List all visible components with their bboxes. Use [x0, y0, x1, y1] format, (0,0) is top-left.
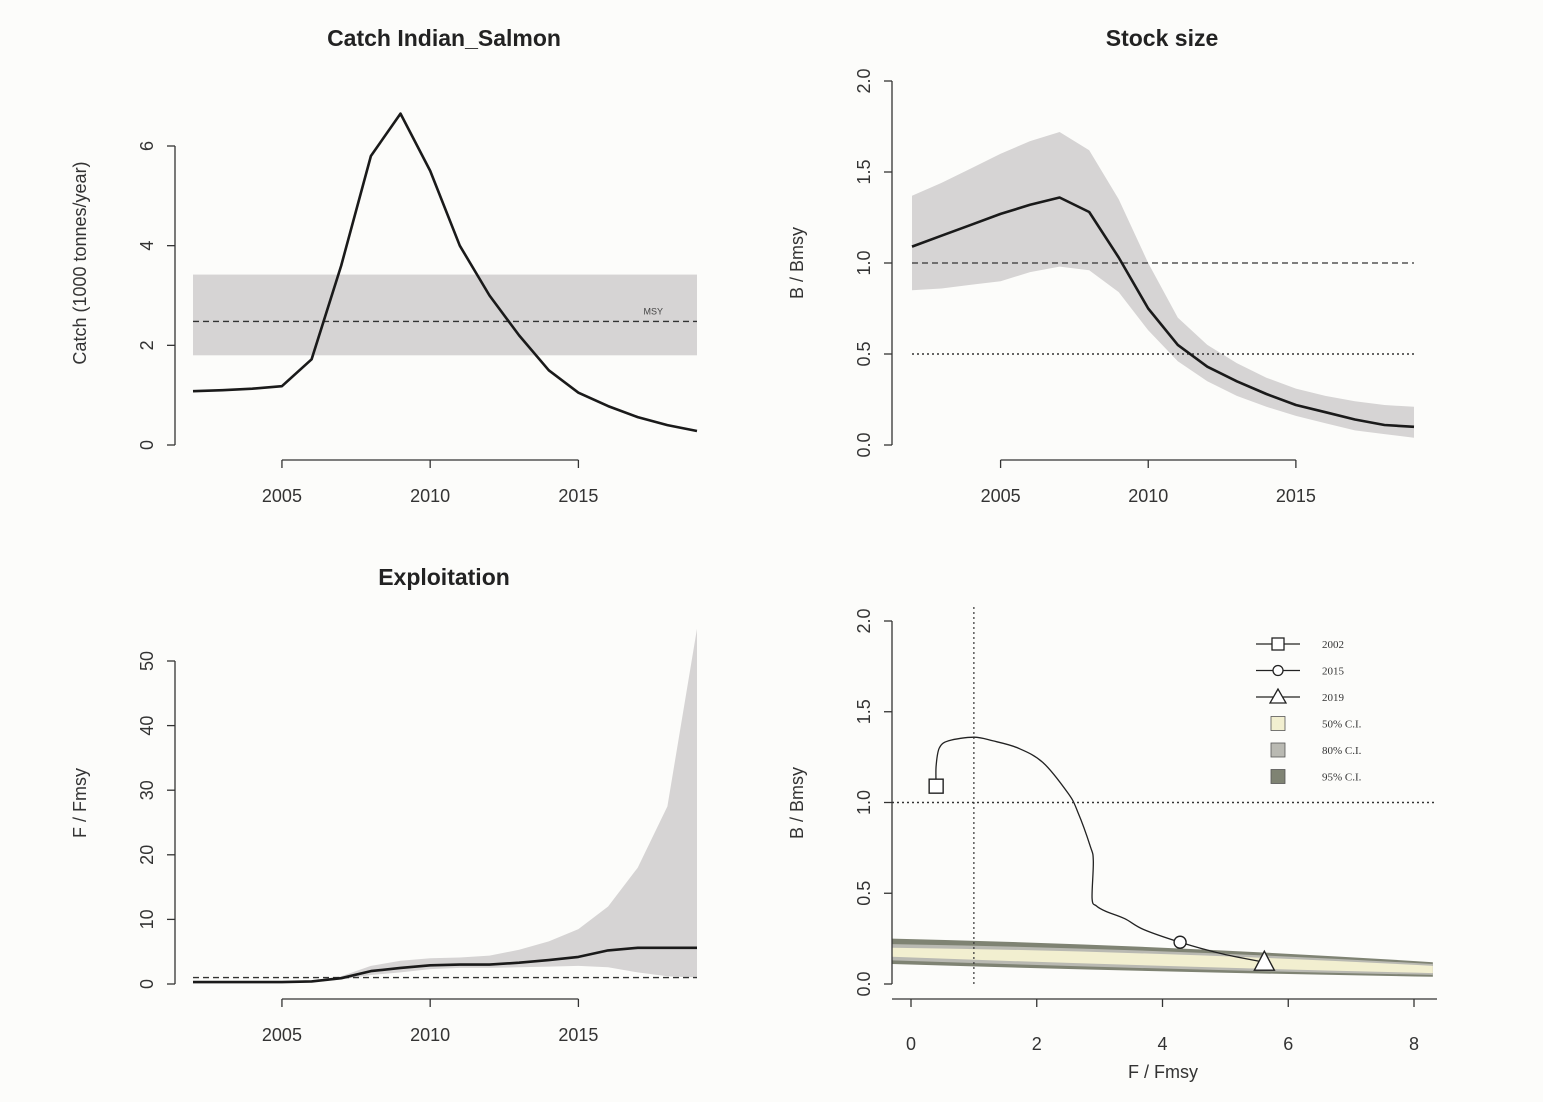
legend-item: 95% C.I.	[1270, 769, 1362, 784]
stock-size-title: Stock size	[1106, 25, 1219, 51]
x-tick-label: 0	[906, 1034, 916, 1054]
x-tick-label: 2015	[558, 486, 598, 506]
kobe-xlabel: F / Fmsy	[1128, 1062, 1198, 1082]
y-tick-label: 0.5	[854, 341, 874, 366]
stock-ci-band	[912, 132, 1414, 438]
x-tick-label: 2010	[1128, 486, 1168, 506]
stock-size-ylabel: B / Bmsy	[787, 227, 807, 299]
legend-label: 2002	[1322, 639, 1344, 651]
y-tick-label: 40	[137, 716, 157, 736]
x-tick-label: 2005	[262, 1025, 302, 1045]
y-tick-label: 1.0	[854, 250, 874, 275]
point-2002-square	[928, 778, 944, 794]
msy-label: MSY	[643, 306, 663, 316]
legend-label: 50% C.I.	[1322, 719, 1362, 731]
x-tick-label: 2010	[410, 486, 450, 506]
y-tick-label: 1.5	[854, 699, 874, 724]
x-tick-label: 2015	[1276, 486, 1316, 506]
exploitation-title: Exploitation	[378, 564, 510, 590]
kobe-ylabel: B / Bmsy	[787, 767, 807, 839]
x-tick-label: 2005	[981, 486, 1021, 506]
y-tick-label: 0.0	[854, 971, 874, 996]
x-tick-label: 2015	[558, 1025, 598, 1045]
legend-label: 95% C.I.	[1322, 772, 1362, 784]
y-tick-label: 50	[137, 651, 157, 671]
kobe-trajectory	[935, 736, 1265, 963]
y-tick-label: 0.0	[854, 432, 874, 457]
point-2015-circle	[1173, 935, 1187, 949]
legend-item: 80% C.I.	[1270, 742, 1362, 758]
y-tick-label: 20	[137, 845, 157, 865]
ci-c50-region	[892, 947, 1433, 974]
x-tick-label: 2010	[410, 1025, 450, 1045]
catch-ylabel: Catch (1000 tonnes/year)	[70, 161, 90, 364]
y-tick-label: 4	[137, 241, 157, 251]
y-tick-label: 1.5	[854, 159, 874, 184]
y-tick-label: 10	[137, 909, 157, 929]
legend-item: 2002	[1256, 637, 1344, 651]
x-tick-label: 2005	[262, 486, 302, 506]
y-tick-label: 6	[137, 141, 157, 151]
catch-panel: Catch Indian_Salmon Catch (1000 tonnes/y…	[70, 25, 698, 506]
catch-title: Catch Indian_Salmon	[327, 25, 561, 51]
legend-label: 2019	[1322, 692, 1345, 704]
exploitation-ylabel: F / Fmsy	[70, 768, 90, 838]
legend-label: 80% C.I.	[1322, 745, 1362, 757]
legend-label: 2015	[1322, 666, 1345, 678]
exploitation-line	[193, 946, 697, 984]
y-tick-label: 2.0	[854, 608, 874, 633]
y-tick-label: 1.0	[854, 790, 874, 815]
legend-item: 2015	[1256, 664, 1345, 678]
kobe-legend: 2002 2015 2019 50% C.I. 80% C.I. 95% C.I.	[1256, 637, 1362, 784]
x-tick-label: 2	[1032, 1034, 1042, 1054]
legend-circle-marker	[1272, 664, 1284, 677]
legend-item: 2019	[1256, 687, 1345, 704]
y-tick-label: 2.0	[854, 68, 874, 93]
x-tick-label: 4	[1157, 1034, 1167, 1054]
y-tick-label: 30	[137, 780, 157, 800]
y-tick-label: 0.5	[854, 881, 874, 906]
legend-square-marker	[1271, 637, 1285, 651]
msy-band	[193, 274, 697, 356]
y-tick-label: 0	[137, 979, 157, 989]
exploitation-ci-band	[193, 628, 697, 983]
catch-line	[192, 112, 698, 433]
point-2019-triangle	[1253, 949, 1276, 971]
legend-box-swatch	[1270, 716, 1286, 731]
y-tick-label: 0	[137, 440, 157, 450]
exploitation-panel: Exploitation F / Fmsy 0 10 20 30 40 50 2005 201…	[70, 564, 697, 1045]
legend-triangle-marker	[1268, 687, 1288, 704]
x-tick-label: 8	[1409, 1034, 1419, 1054]
stock-size-panel: Stock size B / Bmsy 0.0 0.5 1.0 1.5 2.0 2005 2…	[787, 25, 1415, 506]
legend-box-swatch	[1270, 742, 1286, 758]
x-tick-label: 6	[1283, 1034, 1293, 1054]
stock-size-line	[911, 196, 1415, 429]
legend-box-swatch	[1270, 769, 1286, 784]
y-tick-label: 2	[137, 340, 157, 350]
legend-item: 50% C.I.	[1270, 716, 1362, 731]
